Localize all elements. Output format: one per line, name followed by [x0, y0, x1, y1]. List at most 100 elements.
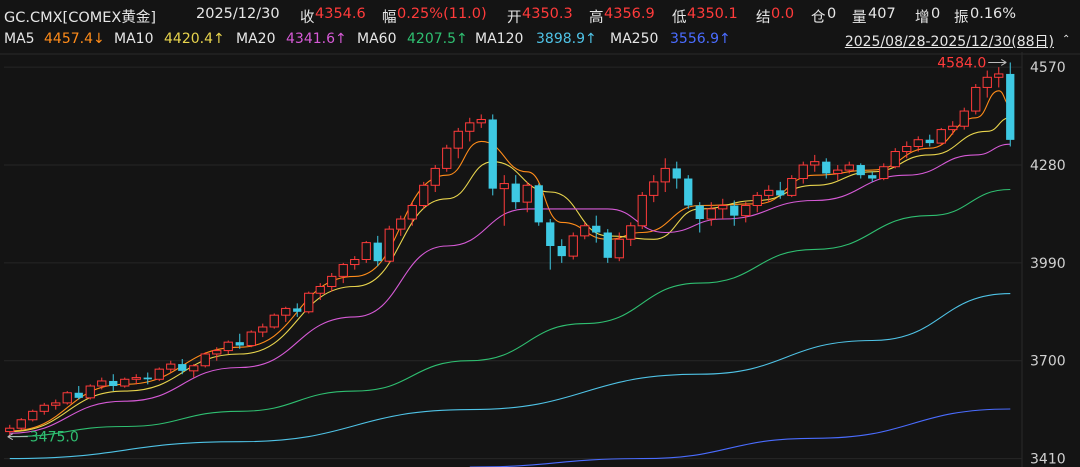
candlestick-chart: 4570 4280 3990 3700 3410 4584.0 3475.0: [0, 52, 1080, 467]
candle-body: [718, 205, 728, 210]
candle-body: [16, 419, 26, 429]
candle: [936, 127, 946, 145]
candle: [672, 161, 681, 189]
candle-body: [568, 235, 578, 257]
y-tick-label: 3410: [1030, 452, 1066, 467]
candle-body: [465, 122, 475, 132]
min-marker-label: 3475.0: [30, 430, 79, 446]
vol-value: 407: [868, 6, 896, 22]
candle: [684, 175, 693, 209]
change-label: 幅: [382, 10, 397, 26]
candle-body: [62, 392, 72, 404]
candle: [338, 262, 348, 284]
candle: [465, 117, 475, 142]
y-tick-label: 3990: [1030, 256, 1066, 272]
candle: [5, 424, 15, 437]
candle-body: [131, 377, 141, 380]
ma5-value: 4457.4↓: [44, 31, 105, 47]
candle-body: [787, 178, 797, 196]
candle: [1006, 62, 1015, 147]
ma-line-ma120: [9, 293, 1011, 460]
candle-body: [499, 183, 509, 190]
ma-line-ma60: [9, 188, 1011, 438]
candle: [614, 232, 624, 262]
candle-body: [166, 363, 176, 370]
expand-icon[interactable]: ⌃: [1062, 34, 1071, 45]
candle: [798, 161, 808, 184]
ma-line-ma20: [9, 143, 1011, 434]
candle: [626, 222, 636, 247]
candle-body: [143, 377, 152, 380]
candle-body: [189, 365, 199, 372]
ma120-value: 3898.9↑: [536, 31, 597, 47]
candle-body: [407, 205, 417, 220]
candle-body: [419, 184, 429, 207]
symbol-label[interactable]: GC.CMX[COMEX黄金]: [4, 10, 156, 26]
candle: [959, 107, 969, 130]
y-tick-label: 4280: [1030, 158, 1066, 174]
candle: [143, 372, 152, 385]
candle: [281, 306, 291, 322]
min-marker-arrow: [7, 433, 14, 441]
candle: [776, 181, 785, 199]
candle-body: [235, 342, 244, 346]
candle: [39, 402, 49, 415]
candle-body: [430, 167, 440, 186]
candle: [396, 215, 406, 236]
candle: [890, 148, 900, 169]
candle-body: [730, 205, 739, 216]
candle: [603, 229, 612, 263]
candle-body: [488, 119, 497, 189]
candle-body: [798, 164, 808, 180]
candle-body: [706, 208, 716, 220]
amp-value: 0.16%: [970, 6, 1017, 22]
ma250-label: MA250: [610, 31, 659, 47]
candle-body: [39, 404, 49, 412]
candle: [706, 202, 716, 226]
oi-label: 仓: [811, 10, 826, 26]
candle-body: [890, 151, 900, 168]
candle-body: [626, 225, 636, 240]
inc-value: 0: [931, 6, 941, 22]
candle-body: [557, 246, 566, 257]
candle: [660, 158, 670, 193]
candle: [764, 185, 774, 203]
candle-body: [338, 264, 348, 277]
candle: [212, 347, 222, 361]
candle: [223, 340, 233, 354]
candle: [166, 360, 176, 373]
date-range-label[interactable]: 2025/08/28-2025/12/30(88日): [844, 34, 1054, 50]
candle: [97, 377, 107, 390]
candle-body: [649, 181, 659, 196]
candle-body: [695, 205, 704, 220]
candle: [51, 399, 61, 410]
candle: [982, 70, 992, 98]
candle-body: [120, 378, 130, 387]
open-value: 4350.3: [522, 6, 573, 22]
candle: [844, 161, 854, 174]
settle-value: 0.0: [771, 6, 795, 22]
candle-body: [74, 392, 83, 398]
ma10-value: 4420.4↑: [164, 31, 225, 47]
max-marker-label: 4584.0: [937, 55, 986, 71]
candle: [200, 352, 210, 368]
candle-body: [660, 167, 670, 183]
candle: [879, 163, 889, 181]
candle-body: [453, 130, 463, 149]
candle-body: [258, 326, 268, 333]
candle: [373, 235, 382, 267]
candle-body: [580, 225, 590, 237]
candle: [568, 232, 578, 260]
oi-value: 0: [827, 6, 837, 22]
candle-body: [672, 168, 681, 179]
ma120-label: MA120: [475, 31, 524, 47]
candle: [752, 192, 762, 213]
candle-body: [476, 118, 486, 124]
candle: [442, 144, 452, 172]
candle: [293, 303, 302, 317]
inc-label: 增: [915, 10, 930, 26]
candle-body: [109, 380, 118, 387]
max-marker-arrow: [1000, 59, 1007, 66]
candle-body: [614, 238, 624, 259]
ma20-value: 4341.6↑: [286, 31, 347, 47]
